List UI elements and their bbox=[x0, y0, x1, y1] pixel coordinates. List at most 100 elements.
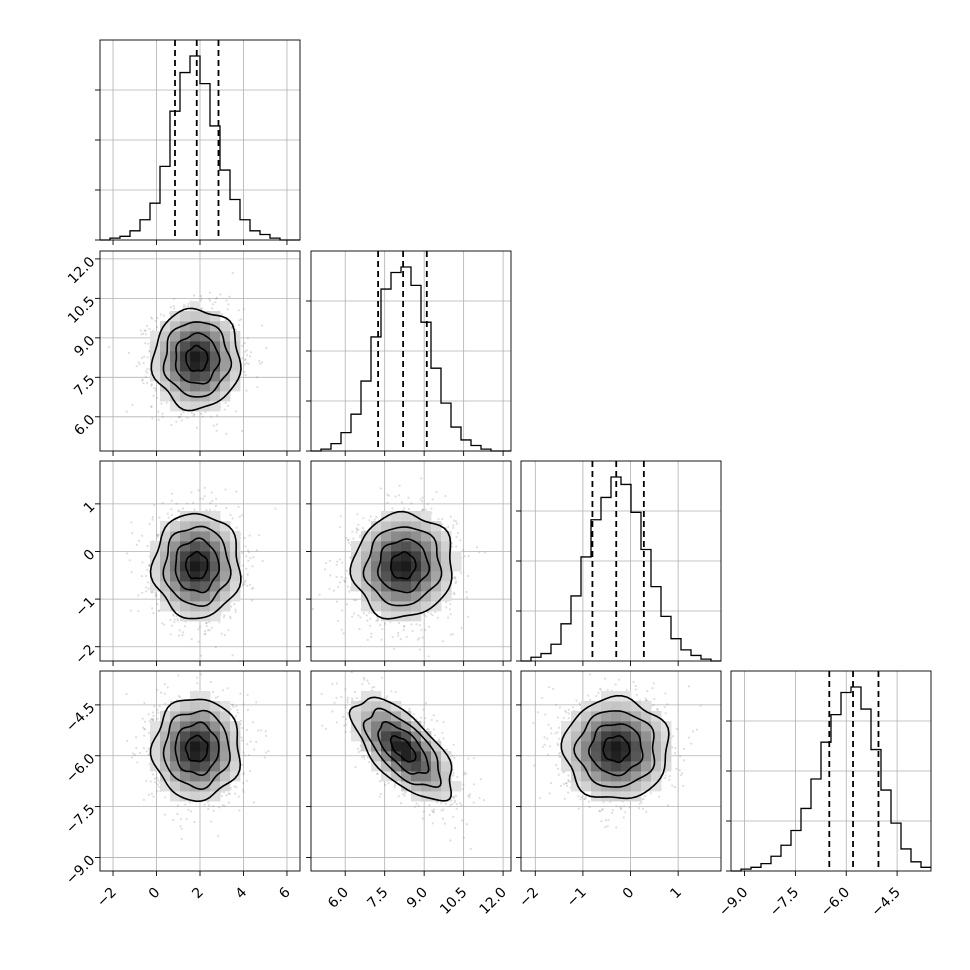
scatter-point bbox=[348, 541, 351, 544]
density-cell bbox=[170, 521, 181, 532]
scatter-point bbox=[431, 498, 434, 501]
scatter-point bbox=[137, 361, 140, 364]
contour-level-1 bbox=[174, 332, 221, 385]
scatter-point bbox=[250, 599, 253, 602]
density-cell bbox=[200, 581, 211, 592]
scatter-point bbox=[335, 563, 338, 566]
scatter-point bbox=[368, 519, 371, 522]
density-cell bbox=[180, 571, 191, 582]
density-cell bbox=[150, 571, 161, 582]
density-cell bbox=[160, 581, 171, 592]
scatter-point bbox=[172, 613, 175, 616]
density-cell bbox=[200, 571, 211, 582]
y-tick-label: 10.5 bbox=[65, 293, 98, 326]
scatter-point bbox=[391, 635, 394, 639]
scatter-point bbox=[447, 616, 450, 619]
scatter-point bbox=[434, 610, 437, 614]
scatter-point bbox=[235, 490, 238, 493]
scatter-point bbox=[451, 633, 454, 636]
scatter-point bbox=[241, 564, 245, 567]
scatter-point bbox=[421, 496, 424, 499]
scatter-point bbox=[356, 513, 359, 516]
scatter-point bbox=[340, 628, 343, 631]
scatter-point bbox=[210, 626, 213, 629]
scatter-point bbox=[157, 410, 160, 413]
y-tick-label: 7.5 bbox=[71, 372, 98, 399]
scatter-point bbox=[190, 411, 194, 415]
scatter-point bbox=[172, 614, 175, 617]
scatter-point bbox=[205, 509, 208, 512]
scatter-point bbox=[128, 559, 131, 562]
y-tick-label: 12.0 bbox=[65, 254, 98, 287]
scatter-point bbox=[237, 309, 240, 312]
scatter-point bbox=[449, 633, 452, 636]
scatter-point bbox=[220, 632, 223, 635]
scatter-point bbox=[421, 636, 424, 639]
density-cell bbox=[220, 361, 231, 372]
scatter-point bbox=[424, 615, 427, 618]
scatter-point bbox=[141, 378, 144, 381]
scatter-point bbox=[420, 477, 423, 480]
scatter-point bbox=[351, 530, 354, 533]
scatter-point bbox=[137, 594, 140, 597]
scatter-point bbox=[229, 617, 232, 620]
scatter-point bbox=[342, 579, 346, 582]
scatter-point bbox=[418, 624, 421, 627]
scatter-point bbox=[242, 308, 245, 311]
density-cell bbox=[160, 551, 171, 562]
scatter-point bbox=[197, 640, 200, 643]
density-cell bbox=[180, 591, 191, 602]
scatter-point bbox=[203, 633, 206, 636]
scatter-point bbox=[154, 320, 157, 323]
scatter-point bbox=[130, 571, 133, 574]
scatter-point bbox=[366, 638, 369, 641]
scatter-point bbox=[146, 371, 149, 374]
scatter-point bbox=[343, 580, 346, 583]
scatter-point bbox=[400, 501, 404, 504]
scatter-point bbox=[238, 515, 241, 518]
scatter-point bbox=[238, 319, 241, 322]
density-cell bbox=[210, 521, 221, 532]
density-cell bbox=[190, 561, 201, 572]
scatter-point bbox=[365, 614, 368, 617]
scatter-point bbox=[234, 610, 237, 613]
scatter-point bbox=[141, 561, 144, 564]
scatter-point bbox=[398, 484, 401, 487]
scatter-point bbox=[135, 365, 138, 368]
scatter-point bbox=[125, 552, 129, 555]
density-cell bbox=[160, 331, 171, 342]
scatter-point bbox=[203, 630, 207, 633]
scatter-point bbox=[424, 508, 427, 511]
scatter-point bbox=[230, 325, 233, 329]
scatter-point bbox=[355, 528, 358, 532]
scatter-point bbox=[244, 545, 247, 548]
scatter-point bbox=[249, 557, 252, 560]
scatter-point bbox=[155, 326, 159, 329]
scatter-point bbox=[169, 306, 173, 309]
density-cell bbox=[210, 611, 221, 622]
scatter-point bbox=[325, 562, 328, 565]
density-cell bbox=[220, 571, 231, 582]
scatter-point bbox=[344, 580, 347, 583]
scatter-point bbox=[204, 410, 207, 414]
scatter-point bbox=[161, 412, 164, 415]
scatter-point bbox=[247, 559, 250, 562]
scatter-point bbox=[187, 305, 190, 308]
scatter-point bbox=[177, 510, 180, 513]
density-cell bbox=[170, 551, 181, 562]
density-cell bbox=[170, 321, 181, 332]
scatter-point bbox=[342, 632, 345, 635]
scatter-point bbox=[146, 545, 149, 548]
scatter-point bbox=[227, 303, 230, 306]
density-cell bbox=[210, 351, 221, 362]
scatter-point bbox=[258, 359, 261, 363]
density-cell bbox=[230, 571, 241, 582]
pair-panel-1-2 bbox=[306, 460, 512, 666]
contour-level-2 bbox=[162, 525, 232, 607]
scatter-point bbox=[339, 558, 342, 561]
density-cell bbox=[170, 571, 181, 582]
y-tick-label: 6.0 bbox=[71, 412, 98, 439]
density-cell bbox=[180, 371, 191, 382]
scatter-point bbox=[241, 584, 244, 587]
scatter-point bbox=[465, 590, 468, 594]
